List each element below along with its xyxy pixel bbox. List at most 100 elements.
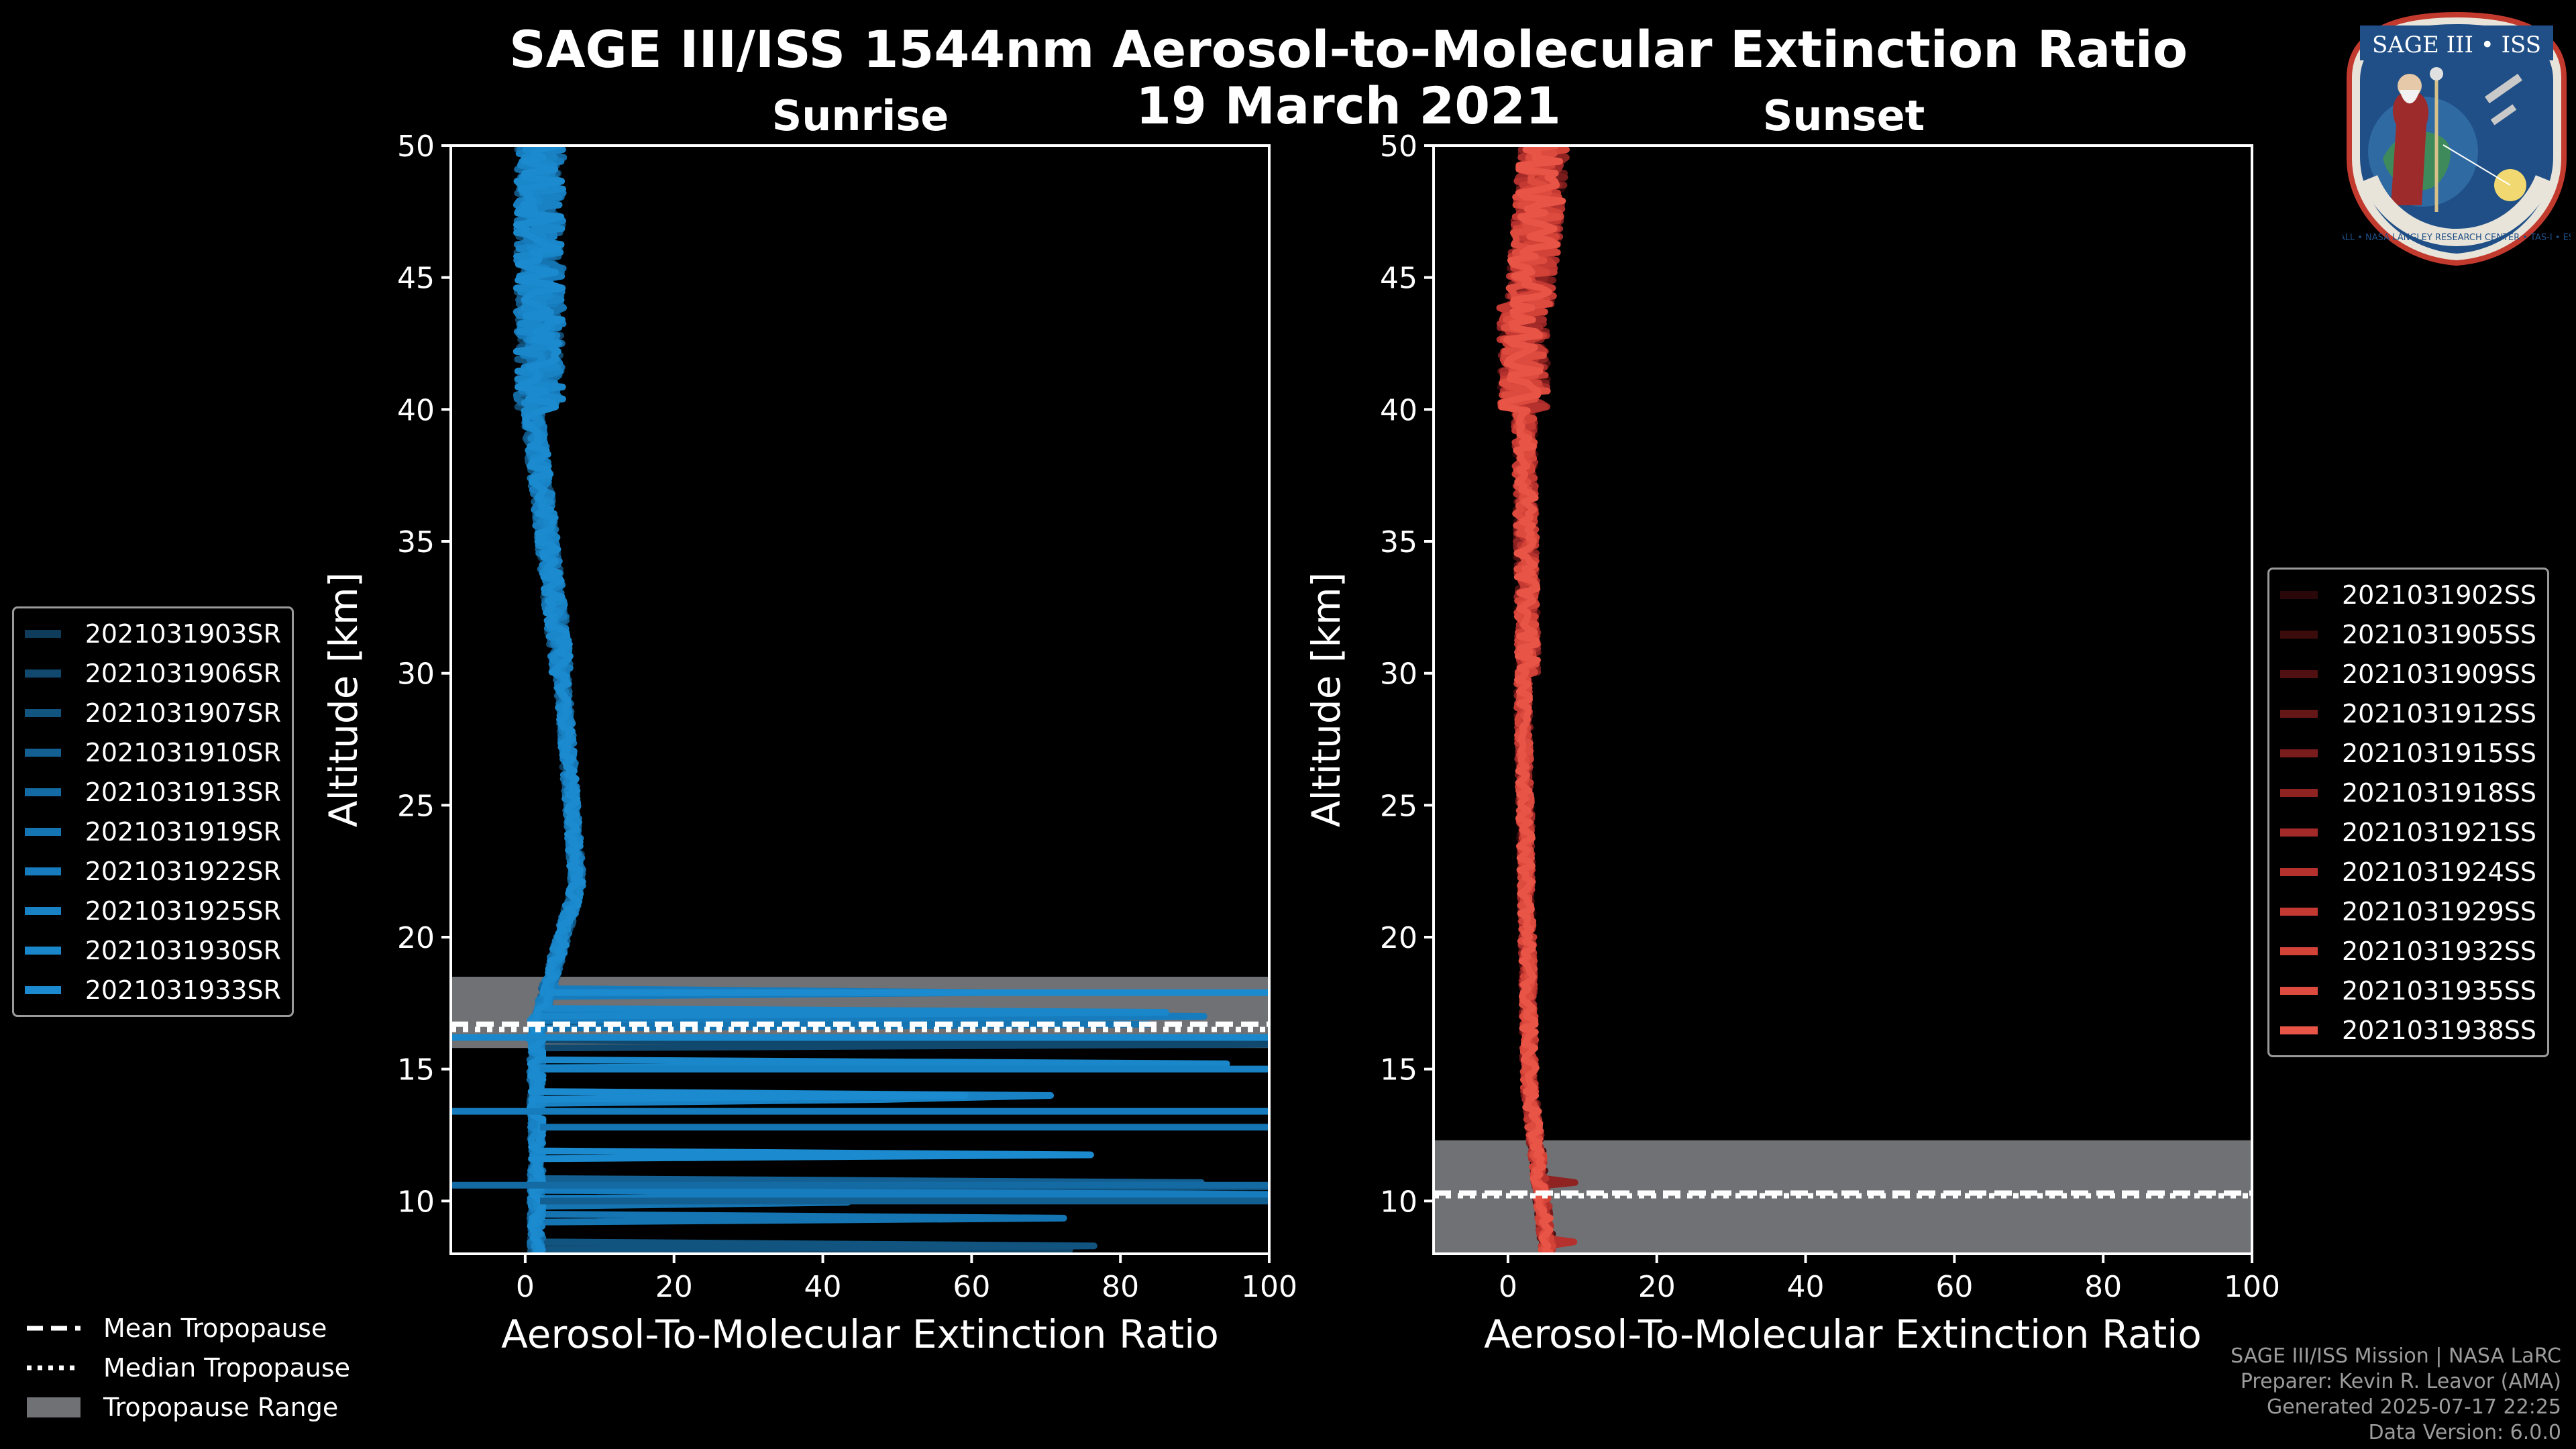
legend-swatch bbox=[2280, 907, 2318, 916]
legend-label: 2021031909SS bbox=[2341, 659, 2536, 689]
y-tick-label: 35 bbox=[397, 525, 435, 559]
legend-item: 2021031907SR bbox=[25, 693, 281, 733]
y-tick-label: 50 bbox=[1380, 129, 1417, 164]
legend-label: 2021031918SS bbox=[2341, 777, 2536, 808]
legend-swatch bbox=[2280, 709, 2318, 718]
legend-item: 2021031910SR bbox=[25, 733, 281, 772]
legend-swatch bbox=[25, 788, 61, 796]
legend-swatch bbox=[2280, 1026, 2318, 1034]
legend-label: 2021031902SS bbox=[2341, 580, 2536, 610]
legend-item: 2021031906SR bbox=[25, 653, 281, 693]
series-line-2021031922SR bbox=[513, 146, 1269, 1254]
legend-label: 2021031922SR bbox=[85, 856, 281, 886]
y-tick-label: 40 bbox=[397, 393, 435, 427]
credit-generated: Generated 2025-07-17 22:25 bbox=[2266, 1395, 2561, 1419]
legend-label: 2021031925SR bbox=[85, 896, 281, 926]
legend-item: 2021031915SS bbox=[2280, 733, 2536, 773]
chart-date: 19 March 2021 bbox=[1136, 76, 1561, 136]
legend-swatch bbox=[25, 867, 61, 875]
legend-swatch bbox=[2280, 828, 2318, 837]
legend-swatch bbox=[25, 629, 61, 638]
legend-item: 2021031932SS bbox=[2280, 931, 2536, 971]
sunrise-y-axis-label: Altitude [km] bbox=[321, 572, 366, 827]
credit-mission: SAGE III/ISS Mission | NASA LaRC bbox=[2231, 1344, 2561, 1368]
chart-title: SAGE III/ISS 1544nm Aerosol-to-Molecular… bbox=[508, 19, 2188, 79]
legend-swatch bbox=[25, 669, 61, 678]
sage-iii-iss-logo: SAGE III • ISS BALL • NASA LANGLEY RESEA… bbox=[2333, 11, 2576, 266]
sunrise-plot: 0 20 40 60 80 100 10 15 20 25 30 35 40 45 50 Aerosol-To… bbox=[321, 129, 1297, 1357]
legend-swatch bbox=[25, 985, 61, 994]
legend-tropopause-range: Tropopause Range bbox=[25, 1387, 350, 1427]
legend-item: 2021031918SS bbox=[2280, 773, 2536, 812]
legend-swatch bbox=[2280, 590, 2318, 599]
y-tick-label: 25 bbox=[1380, 789, 1417, 823]
sunrise-x-axis-label: Aerosol-To-Molecular Extinction Ratio bbox=[501, 1311, 1219, 1357]
legend-swatch bbox=[25, 748, 61, 757]
legend-item: 2021031912SS bbox=[2280, 694, 2536, 733]
tropopause-range-label: Tropopause Range bbox=[103, 1392, 339, 1422]
sunrise-panel-title: Sunrise bbox=[771, 91, 949, 140]
legend-label: 2021031912SS bbox=[2341, 698, 2536, 729]
legend-item: 2021031930SR bbox=[25, 930, 281, 970]
legend-item: 2021031903SR bbox=[25, 614, 281, 653]
median-tropopause-label: Median Tropopause bbox=[103, 1352, 350, 1383]
legend-item: 2021031925SR bbox=[25, 891, 281, 930]
legend-item: 2021031935SS bbox=[2280, 971, 2536, 1010]
legend-label: 2021031929SS bbox=[2341, 896, 2536, 926]
legend-item: 2021031905SS bbox=[2280, 614, 2536, 654]
series-line-2021031938SS bbox=[1499, 146, 1566, 1254]
legend-item: 2021031921SS bbox=[2280, 812, 2536, 852]
legend-median-tropopause: Median Tropopause bbox=[25, 1348, 350, 1387]
sunset-y-axis-label: Altitude [km] bbox=[1303, 572, 1349, 827]
series-line-2021031906SR bbox=[513, 146, 1269, 1254]
legend-swatch bbox=[2280, 630, 2318, 639]
credits: SAGE III/ISS Mission | NASA LaRC Prepare… bbox=[2231, 1344, 2561, 1446]
y-tick-label: 15 bbox=[1380, 1053, 1417, 1087]
legend-label: 2021031906SR bbox=[85, 658, 281, 688]
legend-label: 2021031938SS bbox=[2341, 1015, 2536, 1045]
legend-item: 2021031909SS bbox=[2280, 654, 2536, 694]
y-tick-label: 35 bbox=[1380, 525, 1417, 559]
legend-item: 2021031929SS bbox=[2280, 892, 2536, 931]
x-tick-label: 100 bbox=[1241, 1270, 1297, 1304]
series-line-2021031907SR bbox=[513, 146, 1269, 1254]
sunset-x-axis-label: Aerosol-To-Molecular Extinction Ratio bbox=[1484, 1311, 2202, 1357]
legend-item: 2021031938SS bbox=[2280, 1010, 2536, 1050]
y-tick-label: 10 bbox=[397, 1185, 435, 1219]
y-tick-label: 40 bbox=[1380, 393, 1417, 427]
y-tick-label: 10 bbox=[1380, 1185, 1417, 1219]
series-line-2021031933SR bbox=[513, 146, 1094, 1254]
legend-swatch bbox=[2280, 669, 2318, 678]
sunset-axes-frame bbox=[1432, 144, 2253, 1255]
legend-label: 2021031907SR bbox=[85, 698, 281, 728]
sunset-panel-title: Sunset bbox=[1762, 91, 1925, 140]
x-tick-label: 20 bbox=[655, 1270, 693, 1304]
y-tick-label: 30 bbox=[1380, 657, 1417, 692]
x-tick-label: 40 bbox=[804, 1270, 842, 1304]
legend-label: 2021031913SR bbox=[85, 777, 281, 807]
x-tick-label: 60 bbox=[953, 1270, 990, 1304]
x-tick-label: 100 bbox=[2224, 1270, 2280, 1304]
y-tick-label: 20 bbox=[1380, 921, 1417, 955]
legend-label: 2021031933SR bbox=[85, 975, 281, 1005]
series-line-2021031919SR bbox=[513, 146, 1152, 1254]
legend-item: 2021031902SS bbox=[2280, 575, 2536, 614]
x-tick-label: 40 bbox=[1787, 1270, 1825, 1304]
mean-tropopause-label: Mean Tropopause bbox=[103, 1313, 327, 1343]
legend-label: 2021031924SS bbox=[2341, 857, 2536, 887]
sunset-plot: 0 20 40 60 80 100 10 15 20 25 30 35 40 45 50 Aerosol-To… bbox=[1303, 129, 2280, 1357]
legend-swatch bbox=[2280, 867, 2318, 876]
legend-swatch bbox=[25, 827, 61, 836]
credit-preparer: Preparer: Kevin R. Leavor (AMA) bbox=[2240, 1370, 2561, 1393]
y-tick-label: 45 bbox=[397, 262, 435, 296]
series-line-2021031910SR bbox=[515, 146, 1205, 1254]
y-tick-label: 50 bbox=[397, 129, 435, 164]
x-tick-label: 80 bbox=[2084, 1270, 2122, 1304]
y-tick-label: 45 bbox=[1380, 262, 1417, 296]
x-tick-label: 0 bbox=[1499, 1270, 1517, 1304]
legend-label: 2021031935SS bbox=[2341, 975, 2536, 1006]
sunrise-axes-frame bbox=[449, 144, 1271, 1255]
legend-item: 2021031924SS bbox=[2280, 852, 2536, 892]
legend-swatch bbox=[2280, 986, 2318, 995]
